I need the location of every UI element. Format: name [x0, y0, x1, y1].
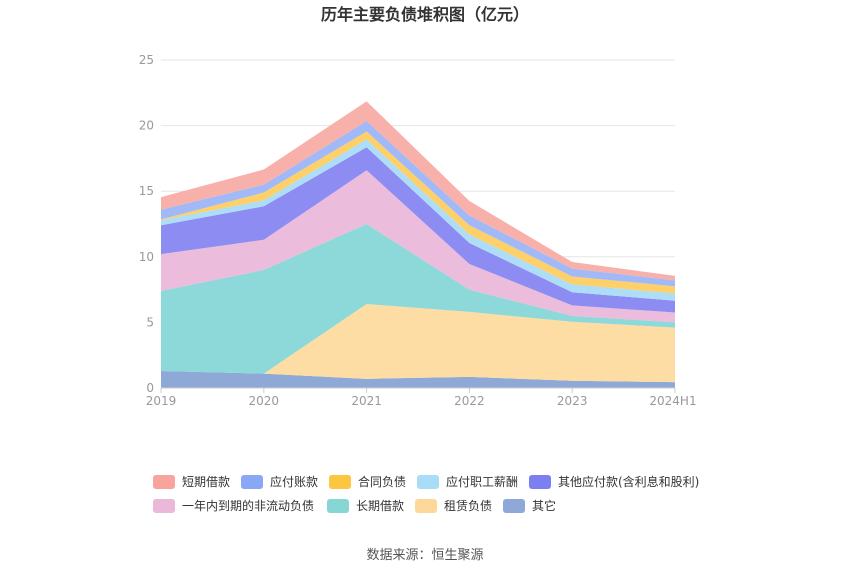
- legend-swatch: [153, 499, 175, 513]
- legend-label: 其它: [532, 498, 556, 513]
- area-其它: [161, 370, 675, 388]
- x-tick-label: 2020: [249, 394, 280, 408]
- x-axis: 2019 2020 2021 2022 2023 2024H1: [146, 387, 697, 408]
- x-tick-label: 2022: [454, 394, 485, 408]
- legend-item[interactable]: 长期借款: [327, 499, 404, 513]
- legend-label: 租赁负债: [444, 499, 492, 513]
- legend-label: 短期借款: [182, 475, 230, 489]
- legend-swatch: [503, 499, 525, 513]
- area-一年内到期的非流动负债: [161, 170, 675, 323]
- legend-item[interactable]: 应付职工薪酬: [417, 474, 518, 489]
- legend: 短期借款 应付账款 合同负债 应付职工薪酬 其他应付款(含利息和股利) 一年内到期的非流动…: [153, 474, 699, 513]
- legend-label: 合同负债: [358, 474, 406, 489]
- x-tick-label: 2024H1: [649, 394, 696, 408]
- area-长期借款: [161, 224, 675, 374]
- legend-swatch: [417, 475, 439, 489]
- chart-title: 历年主要负债堆积图（亿元）: [321, 5, 529, 24]
- legend-item[interactable]: 其他应付款(含利息和股利): [529, 474, 699, 489]
- legend-swatch: [153, 475, 175, 489]
- legend-item[interactable]: 其它: [503, 498, 556, 513]
- legend-swatch: [329, 475, 351, 489]
- legend-label: 应付账款: [270, 474, 318, 489]
- legend-swatch: [529, 475, 551, 489]
- x-tick-label: 2019: [146, 394, 177, 408]
- x-tick-label: 2023: [557, 394, 588, 408]
- y-tick-label: 5: [146, 315, 154, 329]
- y-tick-label: 10: [139, 250, 154, 264]
- x-tick-label: 2021: [351, 394, 382, 408]
- legend-label: 其他应付款(含利息和股利): [558, 474, 699, 489]
- legend-item[interactable]: 一年内到期的非流动负债: [153, 498, 314, 513]
- legend-item[interactable]: 短期借款: [153, 475, 230, 489]
- y-axis: 0 5 10 15 20 25: [139, 53, 154, 395]
- legend-label: 长期借款: [356, 499, 404, 513]
- area-series: [161, 101, 675, 388]
- area-租赁负债: [161, 304, 675, 383]
- legend-item[interactable]: 租赁负债: [415, 499, 492, 513]
- legend-label: 一年内到期的非流动负债: [182, 498, 314, 513]
- legend-swatch: [415, 499, 437, 513]
- legend-swatch: [241, 475, 263, 489]
- y-tick-label: 0: [146, 381, 154, 395]
- legend-swatch: [327, 499, 349, 513]
- legend-label: 应付职工薪酬: [446, 474, 518, 489]
- y-tick-label: 20: [139, 119, 154, 133]
- legend-item[interactable]: 合同负债: [329, 474, 406, 489]
- y-tick-label: 15: [139, 184, 154, 198]
- source-note: 数据来源：恒生聚源: [366, 548, 483, 563]
- legend-item[interactable]: 应付账款: [241, 474, 318, 489]
- y-tick-label: 25: [139, 53, 154, 67]
- area-其他应付款(含利息和股利): [161, 147, 675, 313]
